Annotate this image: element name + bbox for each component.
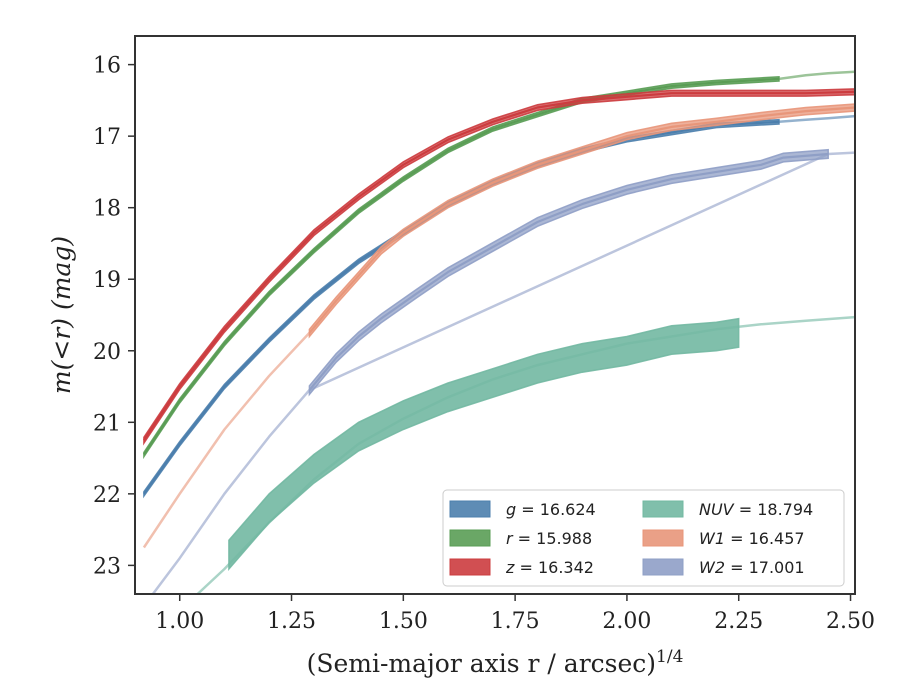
x-tick-label: 2.25	[714, 609, 763, 634]
series-g-band	[143, 118, 780, 499]
legend-label-nuv: NUV = 18.794	[699, 500, 813, 519]
y-tick-label: 17	[93, 125, 121, 150]
series-nuv-band	[228, 317, 740, 572]
x-tick-label: 1.00	[155, 609, 204, 634]
x-tick-label: 1.50	[379, 609, 428, 634]
y-tick-label: 18	[93, 197, 121, 222]
series-w2	[151, 148, 855, 594]
y-tick-label: 22	[93, 483, 121, 508]
legend: g = 16.624 r = 15.988 z = 16.342 NUV = 18.7…	[442, 489, 845, 587]
legend-swatch-r	[449, 529, 491, 547]
y-tick-label: 23	[93, 554, 121, 579]
series-r-band	[143, 76, 780, 460]
y-tick-label: 19	[93, 268, 121, 293]
series-w1-line	[308, 106, 855, 334]
legend-label-r: r = 15.988	[506, 529, 592, 548]
legend-label-z: z = 16.342	[505, 558, 594, 577]
plot-area	[142, 70, 855, 594]
x-tick-label: 2.00	[602, 609, 651, 634]
y-axis-label: m(<r) (mag)	[47, 236, 76, 394]
y-tick-label: 20	[93, 340, 121, 365]
series-w2-band	[308, 148, 829, 397]
series-w1	[142, 103, 855, 549]
legend-swatch-w1	[642, 529, 684, 547]
x-axis: 1.00 1.25 1.50 1.75 2.00 2.25 2.50	[155, 594, 875, 634]
series-w2-line	[308, 152, 829, 391]
legend-label-w2: W2 = 17.001	[699, 558, 805, 577]
x-tick-label: 1.75	[491, 609, 540, 634]
legend-swatch-z	[449, 558, 491, 576]
legend-swatch-g	[449, 500, 491, 518]
x-axis-label: (Semi-major axis r / arcsec)1/4	[307, 647, 684, 678]
y-tick-label: 16	[93, 54, 121, 79]
plot-frame	[134, 35, 856, 595]
x-axis-label-exponent: 1/4	[656, 647, 683, 667]
series-w1-model-line	[142, 332, 311, 549]
y-axis: 16 17 18 19 20 21 22 23	[93, 54, 135, 579]
series-r	[142, 70, 855, 460]
y-tick-label: 21	[93, 411, 121, 436]
series-z	[142, 88, 855, 446]
legend-swatch-w2	[642, 558, 684, 576]
series-g-model-line	[778, 114, 855, 124]
legend-label-g: g = 16.624	[506, 500, 596, 519]
x-tick-label: 1.25	[267, 609, 316, 634]
series-g	[143, 114, 855, 499]
series-z-band	[143, 88, 855, 446]
series-nuv	[196, 315, 855, 594]
series-r-line	[142, 77, 780, 456]
legend-swatch-nuv	[642, 500, 684, 518]
series-w1-band	[308, 103, 855, 339]
x-tick-label: 2.50	[826, 609, 875, 634]
legend-label-w1: W1 = 16.457	[699, 529, 805, 548]
series-r-model-line	[778, 70, 855, 81]
series-z-line	[142, 90, 855, 441]
